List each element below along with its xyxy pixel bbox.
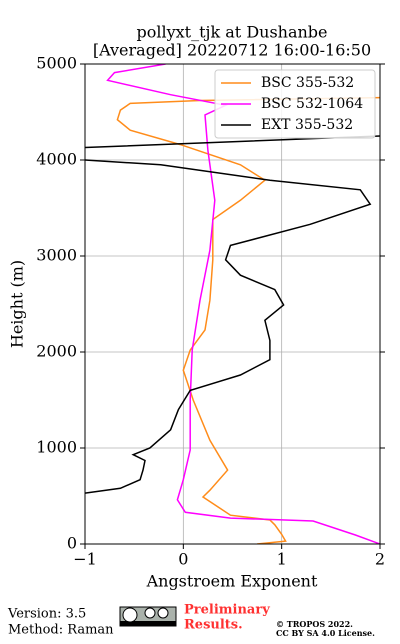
legend-label: EXT 355-532 [261, 117, 353, 133]
preliminary: Preliminary [184, 603, 270, 618]
legend-label: BSC 355-532 [261, 75, 354, 91]
x-axis-label: Angstroem Exponent [146, 572, 318, 591]
cc-logo [119, 606, 177, 627]
license: CC BY SA 4.0 License. [276, 628, 375, 638]
legend-box [214, 69, 376, 139]
x-tick-label: 2 [375, 550, 385, 569]
y-tick-label: 5000 [36, 54, 77, 73]
y-tick-label: 1000 [36, 438, 77, 457]
y-tick-label: 4000 [36, 150, 77, 169]
legend-label: BSC 532-1064 [261, 96, 363, 112]
profile-line [85, 135, 380, 494]
plot-frame [84, 63, 381, 545]
copyright: © TROPOS 2022. [276, 619, 353, 629]
y-tick-label: 0 [67, 534, 77, 553]
chart-title: pollyxt_tjk at Dushanbe [136, 23, 327, 42]
chart-subtitle: [Averaged] 20220712 16:00-16:50 [93, 41, 371, 60]
x-tick-label: 1 [277, 550, 287, 569]
method: Method: Raman [8, 623, 114, 638]
x-tick-label: −1 [73, 550, 97, 569]
results: Results. [184, 618, 243, 633]
version: Version: 3.5 [7, 607, 86, 622]
profile-line [106, 64, 380, 544]
y-tick-label: 3000 [36, 246, 77, 265]
legend: BSC 355-532 BSC 532-1064 EXT 355-532 [214, 69, 376, 139]
x-tick-label: 0 [178, 550, 188, 569]
y-axis-label: Height (m) [8, 260, 27, 348]
y-tick-label: 2000 [36, 342, 77, 361]
